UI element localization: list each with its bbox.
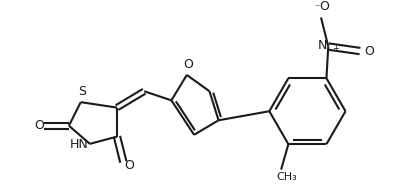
Text: +: + <box>332 44 339 53</box>
Text: O: O <box>319 0 329 13</box>
Text: HN: HN <box>70 138 88 151</box>
Text: N: N <box>318 39 328 52</box>
Text: ⁻: ⁻ <box>315 3 320 13</box>
Text: S: S <box>78 85 85 98</box>
Text: O: O <box>124 159 134 172</box>
Text: O: O <box>364 45 374 58</box>
Text: CH₃: CH₃ <box>276 172 297 182</box>
Text: O: O <box>183 58 193 71</box>
Text: O: O <box>34 119 44 132</box>
